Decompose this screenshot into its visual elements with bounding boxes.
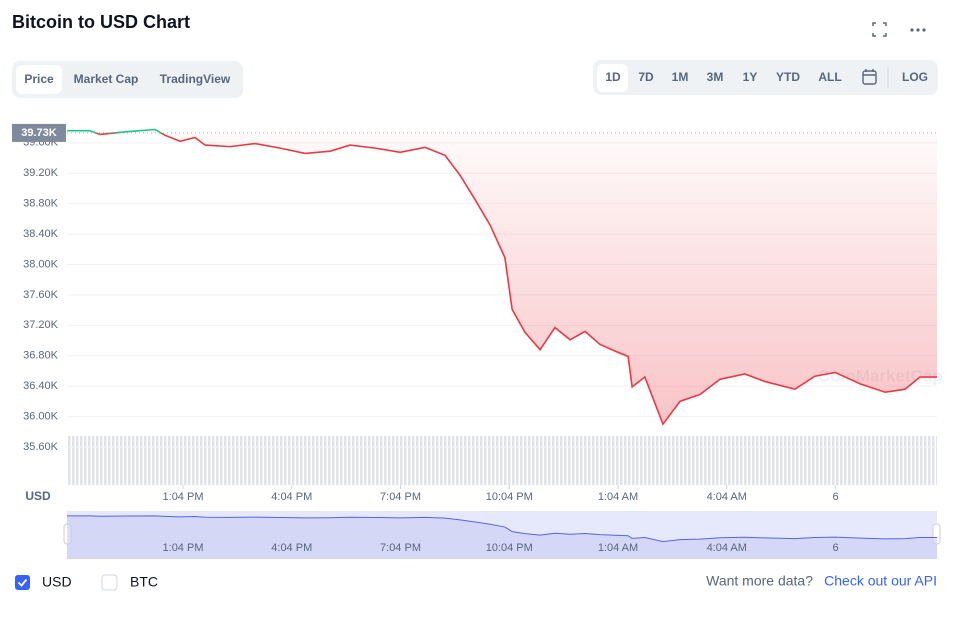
y-tick-label: 35.60K xyxy=(23,441,59,453)
y-tick-label: 37.60K xyxy=(23,289,59,301)
y-tick-label: 39.20K xyxy=(23,167,59,179)
y-tick-label: 37.20K xyxy=(23,319,59,331)
navigator-tick-label: 10:04 PM xyxy=(486,542,533,554)
more-icon[interactable] xyxy=(910,28,926,32)
reference-badge xyxy=(12,123,66,142)
y-tick-label: 38.00K xyxy=(23,258,59,270)
x-tick-label: 4:04 AM xyxy=(707,491,747,503)
navigator-tick-label: 4:04 PM xyxy=(271,542,312,554)
y-tick-label: 36.00K xyxy=(23,410,59,422)
range[interactable]: 1M xyxy=(672,70,689,84)
navigator-tick-label: 6 xyxy=(832,542,838,554)
range[interactable]: 7D xyxy=(638,70,654,84)
currency-label[interactable]: BTC xyxy=(130,574,158,590)
y-tick-label: 38.40K xyxy=(23,228,59,240)
range[interactable]: 1Y xyxy=(743,70,758,84)
range[interactable]: 1D xyxy=(605,70,621,84)
checkbox-checked[interactable] xyxy=(15,575,30,590)
currency-label[interactable]: USD xyxy=(42,574,72,590)
navigator-tick-label: 1:04 PM xyxy=(163,542,204,554)
tab[interactable]: Market Cap xyxy=(74,72,139,86)
log-toggle[interactable]: LOG xyxy=(902,70,928,84)
tab-active[interactable] xyxy=(16,65,62,94)
range[interactable]: 3M xyxy=(707,70,724,84)
range-group xyxy=(593,60,938,95)
tab[interactable]: Price xyxy=(24,72,54,86)
range-active[interactable] xyxy=(597,64,628,92)
y-tick-label: 38.80K xyxy=(23,198,59,210)
calendar-icon[interactable] xyxy=(862,69,877,85)
x-tick-label: 1:04 PM xyxy=(163,491,204,503)
price-area xyxy=(95,132,937,425)
range[interactable]: ALL xyxy=(818,70,841,84)
navigator-tick-label: 1:04 AM xyxy=(598,542,638,554)
checkmark xyxy=(17,578,28,587)
y-tick-label: 36.40K xyxy=(23,380,59,392)
navigator-line xyxy=(67,515,937,543)
tab[interactable]: TradingView xyxy=(160,72,231,86)
expand-icon[interactable] xyxy=(872,22,887,37)
checkbox[interactable] xyxy=(101,574,118,591)
navigator-tick-label: 4:04 AM xyxy=(707,542,747,554)
x-tick-label: 7:04 PM xyxy=(380,491,421,503)
range[interactable]: YTD xyxy=(776,70,800,84)
navigator-tick-label: 7:04 PM xyxy=(380,542,421,554)
x-tick-label: 10:04 PM xyxy=(486,491,533,503)
reference-label: 39.73K xyxy=(21,127,57,139)
footer-text: Want more data? xyxy=(706,573,813,589)
tab-group xyxy=(12,61,243,98)
price-line xyxy=(67,128,937,426)
api-link[interactable]: Check out our API xyxy=(824,573,937,589)
x-tick-label: 6 xyxy=(832,491,838,503)
y-axis-unit: USD xyxy=(25,489,51,503)
x-tick-label: 4:04 PM xyxy=(271,491,312,503)
title: Bitcoin to USD Chart xyxy=(12,12,190,32)
y-tick-label: 36.80K xyxy=(23,350,59,362)
x-tick-label: 1:04 AM xyxy=(598,491,638,503)
volume-bars xyxy=(67,436,937,485)
navigator-area xyxy=(67,515,937,559)
